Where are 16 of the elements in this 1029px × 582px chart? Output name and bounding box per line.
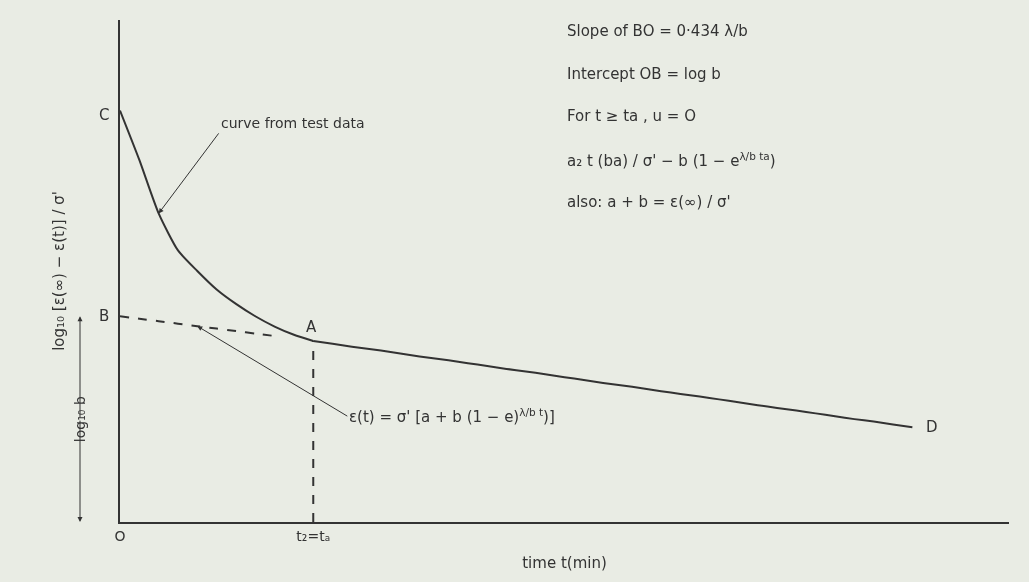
x-tick-label: t₂=tₐ bbox=[296, 527, 331, 544]
annotation: curve from test data bbox=[221, 115, 365, 131]
annotation: also: a + b = ε(∞) / σ' bbox=[567, 193, 731, 211]
y-axis-title: log₁₀ [ε(∞) − ε(t)] / σ' bbox=[49, 191, 68, 351]
text: Slope of BO = 0·434 λ/b bbox=[567, 22, 748, 40]
x-axis-title: time t(min) bbox=[522, 554, 607, 573]
annotation: A bbox=[306, 318, 317, 336]
x-tick-label: O bbox=[114, 527, 126, 544]
text: Intercept OB = log b bbox=[567, 65, 721, 83]
annotation: a₂ t (ba) / σ' − b (1 − e$^{λ/b ta}$) bbox=[567, 150, 776, 171]
annotation: B bbox=[99, 307, 110, 325]
text: log₁₀ b bbox=[71, 396, 88, 443]
annotation: For t ≥ ta , u = O bbox=[567, 107, 696, 125]
annotation: ε(t) = σ' [a + b (1 − e)$^{λ/b t}$)] bbox=[349, 406, 555, 427]
annotation: C bbox=[99, 106, 110, 124]
annotation: D bbox=[926, 418, 938, 436]
